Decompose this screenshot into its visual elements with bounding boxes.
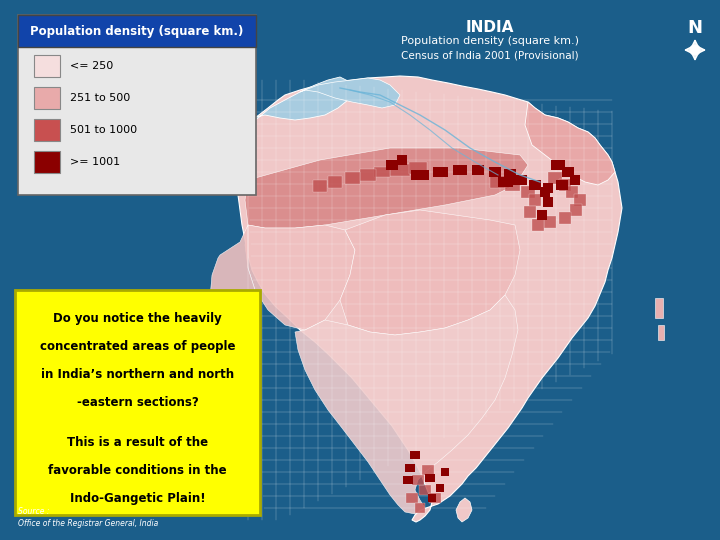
Text: in India’s northern and north: in India’s northern and north <box>41 368 234 381</box>
Text: Census of India 2001 (Provisional): Census of India 2001 (Provisional) <box>401 50 579 60</box>
Text: 251 to 500: 251 to 500 <box>70 93 130 103</box>
Text: Population density (square km.): Population density (square km.) <box>30 24 243 37</box>
Bar <box>313 180 327 192</box>
Bar <box>406 493 418 503</box>
Text: <= 250: <= 250 <box>70 61 113 71</box>
Text: -eastern sections?: -eastern sections? <box>76 396 199 409</box>
Bar <box>521 186 535 198</box>
Bar <box>529 180 541 190</box>
Polygon shape <box>210 225 258 345</box>
Bar <box>328 176 342 188</box>
Bar <box>559 179 571 191</box>
Bar <box>543 183 553 193</box>
Bar <box>428 494 436 502</box>
Bar <box>498 177 513 187</box>
Bar <box>34 151 60 173</box>
Bar <box>472 165 484 175</box>
Bar <box>409 162 427 174</box>
Bar <box>360 169 376 181</box>
Text: Source :
Office of the Registrar General, India: Source : Office of the Registrar General… <box>18 507 158 528</box>
Bar <box>15 290 260 515</box>
Text: >= 1001: >= 1001 <box>70 157 120 167</box>
Bar <box>405 464 415 472</box>
Polygon shape <box>245 225 355 330</box>
Polygon shape <box>235 76 622 522</box>
Bar <box>18 15 256 47</box>
Polygon shape <box>245 148 528 228</box>
Text: This is a result of the: This is a result of the <box>67 436 208 449</box>
Bar <box>556 180 568 190</box>
Circle shape <box>690 45 700 55</box>
Bar <box>397 155 407 165</box>
Bar <box>537 210 547 220</box>
Bar <box>374 167 390 177</box>
Bar <box>513 175 527 185</box>
Bar <box>390 164 410 176</box>
Bar <box>386 160 398 170</box>
Bar <box>548 172 562 184</box>
Text: Population density (square km.): Population density (square km.) <box>401 36 579 46</box>
Bar <box>34 119 60 141</box>
Polygon shape <box>238 77 355 145</box>
Bar <box>210 340 216 350</box>
Bar <box>544 216 556 228</box>
Text: concentrated areas of people: concentrated areas of people <box>40 340 235 353</box>
Bar <box>551 160 565 170</box>
Bar <box>425 474 435 482</box>
Bar <box>490 176 506 188</box>
Bar <box>453 165 467 175</box>
Bar <box>489 167 501 177</box>
Bar <box>574 194 586 206</box>
Polygon shape <box>340 210 520 335</box>
Bar <box>433 167 448 177</box>
Bar <box>441 468 449 476</box>
Text: INDIA: INDIA <box>466 20 514 35</box>
Bar <box>505 179 520 191</box>
Bar <box>566 186 578 198</box>
Bar <box>655 298 663 318</box>
Bar <box>559 212 571 224</box>
Bar <box>524 206 536 218</box>
Text: favorable conditions in the: favorable conditions in the <box>48 464 227 477</box>
Bar <box>429 493 441 503</box>
Text: Do you notice the heavily: Do you notice the heavily <box>53 312 222 325</box>
Bar <box>436 484 444 492</box>
Bar <box>345 172 360 184</box>
Bar <box>34 87 60 109</box>
Bar <box>18 15 256 195</box>
Bar <box>410 451 420 459</box>
Polygon shape <box>300 78 400 108</box>
Bar <box>411 170 429 180</box>
Bar <box>543 197 553 207</box>
Bar <box>540 187 550 197</box>
Polygon shape <box>456 498 472 522</box>
Bar <box>532 219 544 231</box>
Bar <box>570 175 580 185</box>
Bar <box>403 476 413 484</box>
Text: Indo-Gangetic Plain!: Indo-Gangetic Plain! <box>70 492 205 505</box>
Text: N: N <box>688 19 703 37</box>
Bar <box>412 475 424 485</box>
Bar <box>570 204 582 216</box>
Bar <box>419 485 431 495</box>
Bar <box>562 167 574 177</box>
Polygon shape <box>295 295 518 514</box>
Bar <box>207 355 213 363</box>
Text: 501 to 1000: 501 to 1000 <box>70 125 137 135</box>
Bar <box>658 325 664 340</box>
Bar <box>529 194 541 206</box>
Polygon shape <box>525 102 615 185</box>
Bar <box>34 55 60 77</box>
Bar <box>504 169 516 179</box>
Bar <box>415 503 425 513</box>
Bar <box>422 465 434 475</box>
